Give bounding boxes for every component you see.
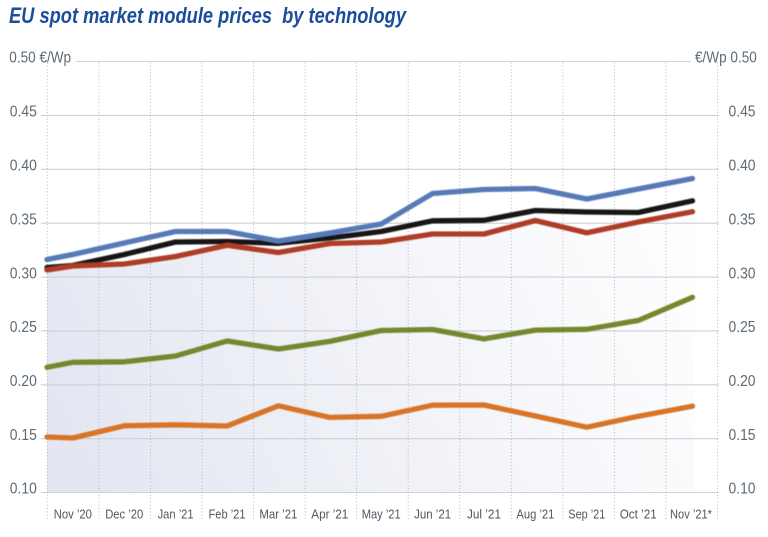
- svg-text:Dec ’20: Dec ’20: [105, 507, 143, 522]
- svg-text:EU spot market module prices: EU spot market module prices by technolo…: [9, 3, 407, 28]
- svg-text:0.45: 0.45: [10, 104, 37, 121]
- svg-text:Nov ’20: Nov ’20: [54, 507, 92, 522]
- svg-text:0.25: 0.25: [10, 319, 37, 336]
- svg-text:Aug ’21: Aug ’21: [516, 507, 554, 522]
- svg-text:0.25: 0.25: [729, 319, 756, 336]
- svg-text:0.15: 0.15: [10, 427, 37, 444]
- svg-text:0.20: 0.20: [10, 373, 37, 390]
- svg-text:Jul ’21: Jul ’21: [467, 507, 501, 522]
- svg-text:€/Wp 0.50: €/Wp 0.50: [695, 50, 757, 67]
- svg-text:0.10: 0.10: [729, 481, 756, 498]
- svg-text:0.30: 0.30: [729, 265, 756, 282]
- svg-text:0.15: 0.15: [729, 427, 756, 444]
- svg-text:Sep ’21: Sep ’21: [568, 507, 605, 522]
- svg-text:Oct ’21: Oct ’21: [620, 507, 657, 522]
- svg-text:0.20: 0.20: [729, 373, 756, 390]
- svg-text:0.40: 0.40: [10, 158, 37, 175]
- svg-text:Nov ’21*: Nov ’21*: [670, 507, 712, 522]
- svg-text:0.10: 0.10: [10, 481, 37, 498]
- svg-text:0.35: 0.35: [10, 211, 37, 228]
- svg-text:Jun ’21: Jun ’21: [414, 507, 451, 522]
- svg-text:Jan ’21: Jan ’21: [158, 507, 194, 522]
- svg-text:Apr ’21: Apr ’21: [311, 507, 348, 522]
- svg-text:0.35: 0.35: [729, 211, 756, 228]
- svg-text:0.50 €/Wp: 0.50 €/Wp: [9, 50, 71, 67]
- svg-text:Feb ’21: Feb ’21: [209, 507, 246, 522]
- svg-text:Mar ’21: Mar ’21: [259, 507, 297, 522]
- svg-text:May ’21: May ’21: [362, 507, 401, 522]
- svg-text:0.30: 0.30: [10, 265, 37, 282]
- svg-text:0.40: 0.40: [729, 158, 756, 175]
- svg-text:0.45: 0.45: [729, 104, 756, 121]
